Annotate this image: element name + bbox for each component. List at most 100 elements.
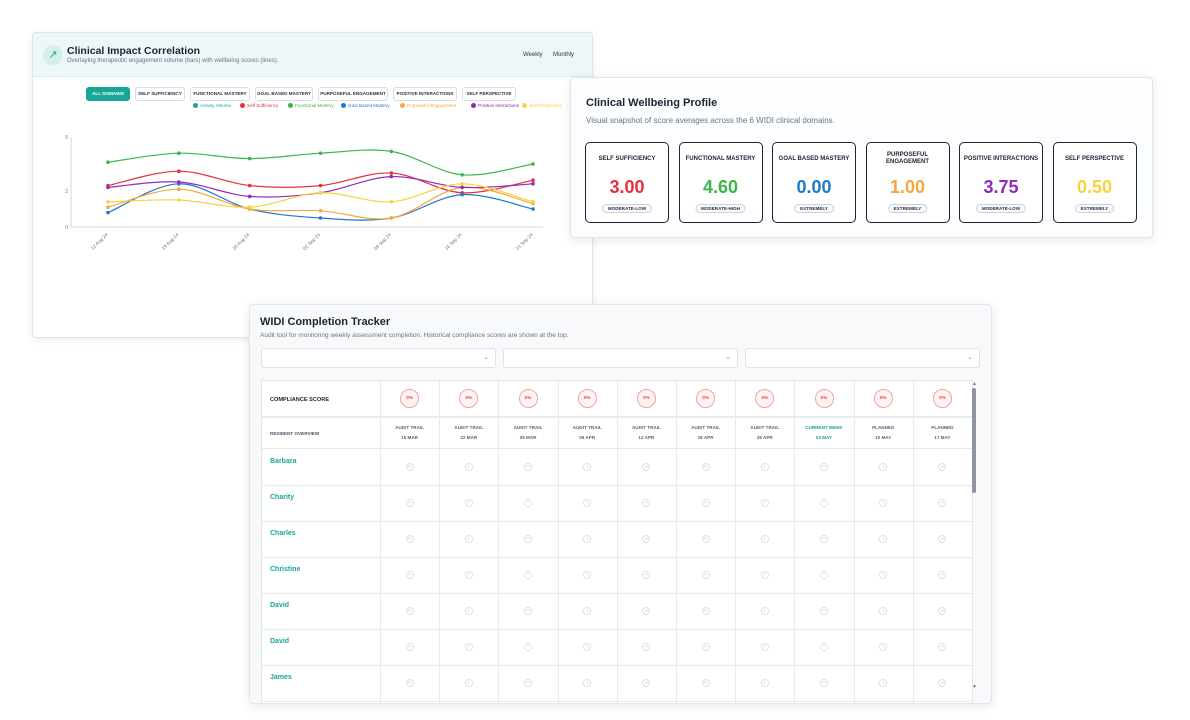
add-assessment-icon[interactable]: +	[464, 643, 473, 651]
add-assessment-icon[interactable]: +	[879, 535, 888, 543]
add-assessment-icon[interactable]: +	[938, 535, 947, 543]
add-assessment-icon[interactable]: +	[938, 499, 947, 507]
weekly-toggle[interactable]: Weekly	[523, 52, 543, 58]
add-assessment-icon[interactable]: +	[464, 571, 473, 579]
resident-name-link[interactable]: Charity	[270, 494, 295, 501]
add-assessment-icon[interactable]: +	[760, 463, 769, 471]
add-assessment-icon[interactable]: +	[701, 499, 710, 507]
filter-chip[interactable]: GOAL BASED MASTERY	[255, 87, 313, 101]
add-assessment-icon[interactable]: +	[701, 643, 710, 651]
add-assessment-icon[interactable]: +	[879, 643, 888, 651]
add-assessment-icon[interactable]: +	[583, 679, 592, 687]
add-assessment-icon[interactable]: +	[524, 679, 532, 687]
add-assessment-icon[interactable]: +	[524, 499, 532, 507]
add-assessment-icon[interactable]: +	[583, 607, 592, 615]
add-assessment-icon[interactable]: +	[879, 463, 888, 471]
add-assessment-icon[interactable]: +	[701, 463, 710, 471]
legend-item[interactable]: Purposeful Engagement	[400, 103, 456, 109]
add-assessment-icon[interactable]: +	[464, 535, 473, 543]
add-assessment-icon[interactable]: +	[820, 571, 828, 579]
add-assessment-icon[interactable]: +	[464, 499, 473, 507]
add-assessment-icon[interactable]: +	[405, 571, 414, 579]
resident-name-link[interactable]: James	[270, 674, 292, 681]
x-tick-label: 09 Sep 24	[373, 232, 393, 252]
add-assessment-icon[interactable]: +	[524, 535, 532, 543]
add-assessment-icon[interactable]: +	[760, 607, 769, 615]
add-assessment-icon[interactable]: +	[405, 679, 414, 687]
add-assessment-icon[interactable]: +	[642, 607, 651, 615]
add-assessment-icon[interactable]: +	[820, 499, 828, 507]
add-assessment-icon[interactable]: +	[760, 643, 769, 651]
add-assessment-icon[interactable]: +	[760, 499, 769, 507]
add-assessment-icon[interactable]: +	[642, 643, 651, 651]
add-assessment-icon[interactable]: +	[524, 643, 532, 651]
grid-scrollbar[interactable]	[972, 388, 976, 493]
add-assessment-icon[interactable]: +	[583, 535, 592, 543]
filter-chip[interactable]: POSITIVE INTERACTIONS	[393, 87, 457, 101]
add-assessment-icon[interactable]: +	[464, 679, 473, 687]
add-assessment-icon[interactable]: +	[642, 571, 651, 579]
resident-name-link[interactable]: Christine	[270, 566, 301, 573]
add-assessment-icon[interactable]: +	[879, 679, 888, 687]
add-assessment-icon[interactable]: +	[760, 535, 769, 543]
filter-select-2[interactable]: ⌄	[503, 348, 738, 368]
add-assessment-icon[interactable]: +	[642, 499, 651, 507]
add-assessment-icon[interactable]: +	[820, 643, 828, 651]
filter-select-3[interactable]: ⌄	[745, 348, 980, 368]
add-assessment-icon[interactable]: +	[524, 571, 532, 579]
monthly-toggle[interactable]: Monthly	[553, 52, 575, 58]
add-assessment-icon[interactable]: +	[524, 463, 532, 471]
filter-chip[interactable]: ALL DOMAINS	[86, 87, 130, 101]
add-assessment-icon[interactable]: +	[464, 607, 473, 615]
legend-item[interactable]: Self Sufficiency	[240, 103, 278, 109]
add-assessment-icon[interactable]: +	[583, 643, 592, 651]
add-assessment-icon[interactable]: +	[464, 463, 473, 471]
add-assessment-icon[interactable]: +	[938, 643, 947, 651]
add-assessment-icon[interactable]: +	[642, 463, 651, 471]
scroll-down-arrow-icon[interactable]: ▼	[972, 684, 977, 690]
legend-item[interactable]: Goal Based Mastery	[341, 103, 390, 109]
resident-name-link[interactable]: David	[270, 602, 290, 609]
add-assessment-icon[interactable]: +	[524, 607, 532, 615]
add-assessment-icon[interactable]: +	[701, 571, 710, 579]
add-assessment-icon[interactable]: +	[879, 571, 888, 579]
add-assessment-icon[interactable]: +	[701, 607, 710, 615]
filter-chip[interactable]: SELF SUFFICIENCY	[135, 87, 185, 101]
resident-name-link[interactable]: David	[270, 638, 290, 645]
filter-chip[interactable]: PURPOSEFUL ENGAGEMENT	[318, 87, 388, 101]
resident-name-link[interactable]: Charles	[270, 530, 296, 537]
add-assessment-icon[interactable]: +	[820, 679, 828, 687]
add-assessment-icon[interactable]: +	[405, 643, 414, 651]
add-assessment-icon[interactable]: +	[879, 499, 888, 507]
legend-item[interactable]: Activity Volume	[193, 103, 231, 109]
add-assessment-icon[interactable]: +	[760, 571, 769, 579]
add-assessment-icon[interactable]: +	[938, 607, 947, 615]
add-assessment-icon[interactable]: +	[701, 679, 710, 687]
add-assessment-icon[interactable]: +	[405, 607, 414, 615]
add-assessment-icon[interactable]: +	[938, 571, 947, 579]
scroll-up-arrow-icon[interactable]: ▲	[972, 381, 977, 387]
add-assessment-icon[interactable]: +	[642, 679, 651, 687]
add-assessment-icon[interactable]: +	[583, 463, 592, 471]
add-assessment-icon[interactable]: +	[879, 607, 888, 615]
add-assessment-icon[interactable]: +	[938, 463, 947, 471]
add-assessment-icon[interactable]: +	[701, 535, 710, 543]
legend-item[interactable]: Functional Mastery	[288, 103, 334, 109]
legend-item[interactable]: Positive Interactions	[471, 103, 519, 109]
filter-select-1[interactable]: ⌄	[261, 348, 496, 368]
add-assessment-icon[interactable]: +	[405, 463, 414, 471]
add-assessment-icon[interactable]: +	[820, 463, 828, 471]
add-assessment-icon[interactable]: +	[583, 499, 592, 507]
add-assessment-icon[interactable]: +	[405, 499, 414, 507]
add-assessment-icon[interactable]: +	[820, 607, 828, 615]
add-assessment-icon[interactable]: +	[583, 571, 592, 579]
filter-chip[interactable]: SELF PERSPECTIVE	[462, 87, 516, 101]
add-assessment-icon[interactable]: +	[820, 535, 828, 543]
resident-name-link[interactable]: Barbara	[270, 458, 297, 465]
filter-chip[interactable]: FUNCTIONAL MASTERY	[190, 87, 250, 101]
add-assessment-icon[interactable]: +	[405, 535, 414, 543]
legend-item[interactable]: Self Perspective	[522, 103, 562, 109]
add-assessment-icon[interactable]: +	[760, 679, 769, 687]
add-assessment-icon[interactable]: +	[938, 679, 947, 687]
add-assessment-icon[interactable]: +	[642, 535, 651, 543]
